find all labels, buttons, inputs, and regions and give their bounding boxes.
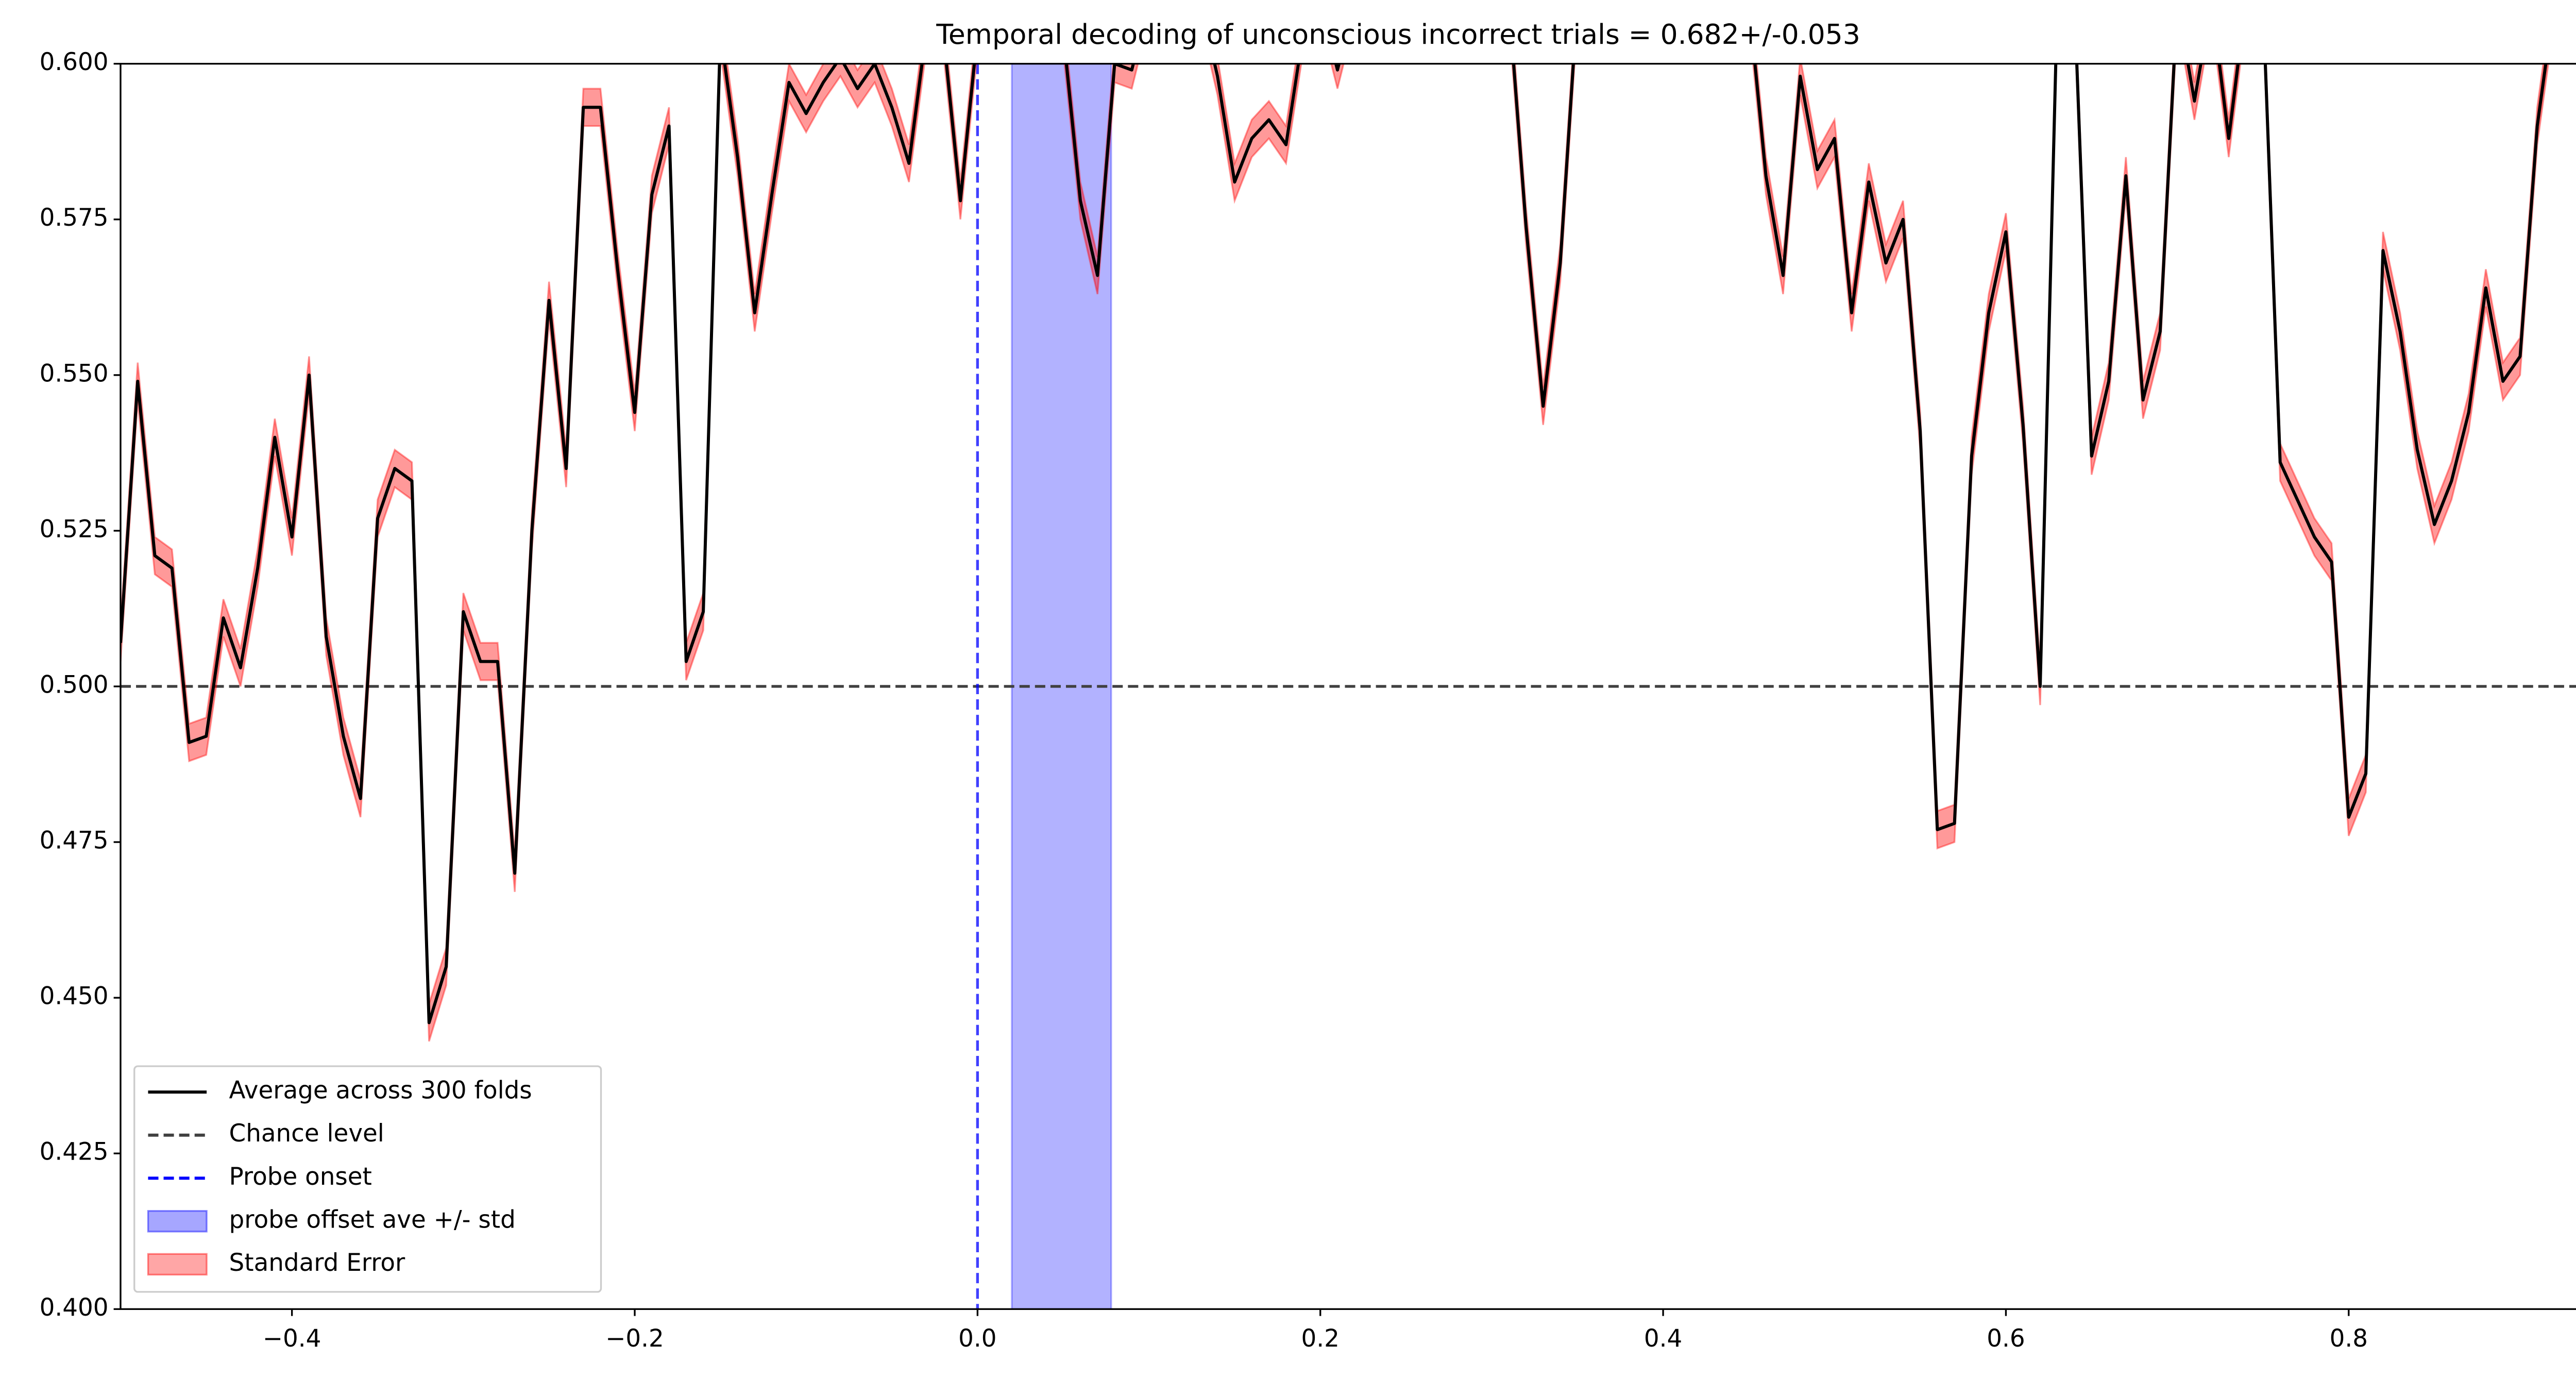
x-tick-label: 0.0 <box>958 1325 996 1353</box>
y-tick-label: 0.500 <box>40 671 109 699</box>
x-tick-label: 0.6 <box>1987 1325 2025 1353</box>
x-tick-label: 0.4 <box>1644 1325 1682 1353</box>
legend-label: Average across 300 folds <box>229 1077 532 1105</box>
x-tick-label: 0.2 <box>1301 1325 1340 1353</box>
y-tick-label: 0.425 <box>40 1138 109 1166</box>
plot-area <box>120 63 2576 1309</box>
x-tick-label: −0.2 <box>605 1325 664 1353</box>
y-tick-label: 0.575 <box>40 204 109 232</box>
x-tick-label: 0.8 <box>2330 1325 2368 1353</box>
legend-label: Chance level <box>229 1120 384 1148</box>
legend-handle <box>147 1210 208 1233</box>
y-tick-label: 0.525 <box>40 515 109 543</box>
mean-line <box>120 63 2548 1024</box>
legend-box <box>133 1065 602 1293</box>
legend-label: Standard Error <box>229 1249 405 1277</box>
y-tick-label: 0.400 <box>40 1294 109 1322</box>
y-tick-label: 0.450 <box>40 983 109 1011</box>
chart-title: Temporal decoding of unconscious incorre… <box>936 18 1860 51</box>
y-tick-label: 0.550 <box>40 360 109 388</box>
error-band <box>120 63 2576 1042</box>
x-tick-label: −0.4 <box>263 1325 321 1353</box>
y-tick-label: 0.600 <box>40 48 109 76</box>
y-tick-label: 0.475 <box>40 827 109 855</box>
legend-handle <box>147 1253 208 1276</box>
legend: Average across 300 folds Chance level Prob… <box>133 1065 602 1293</box>
legend-label: Probe onset <box>229 1163 372 1191</box>
legend-label: probe offset ave +/- std <box>229 1206 516 1234</box>
